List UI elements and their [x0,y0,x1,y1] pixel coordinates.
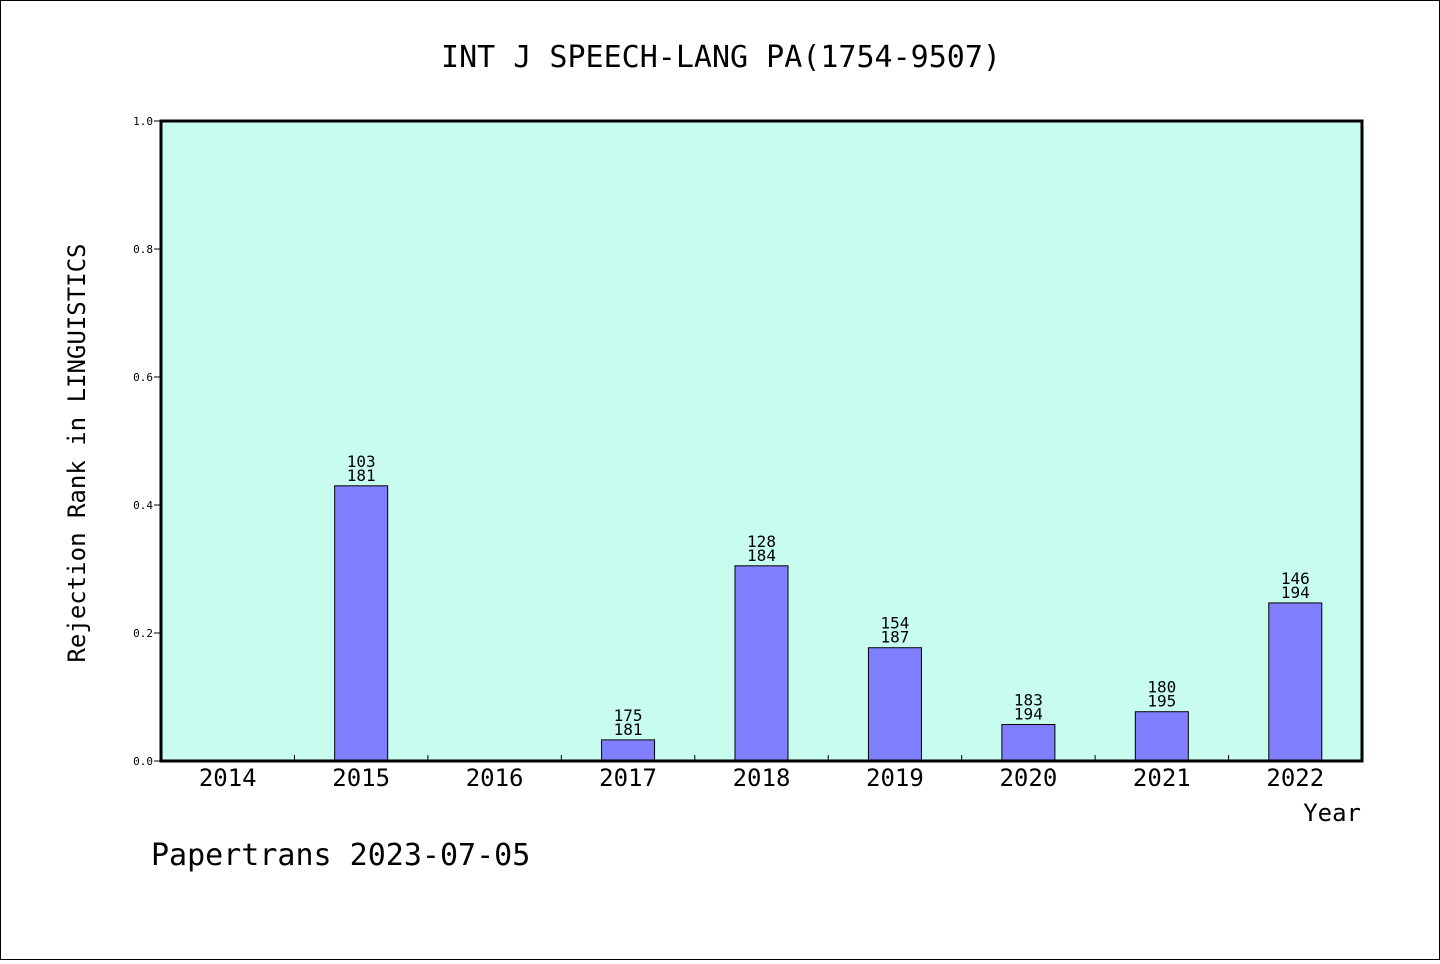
x-tick-label: 2017 [599,764,657,792]
data-label-top: 146 [1281,569,1310,588]
y-tick-label: 0.6 [133,371,153,384]
y-axis-label: Rejection Rank in LINGUISTICS [63,243,91,662]
plot-border [159,119,1364,763]
y-tick-label: 0.2 [133,627,153,640]
data-label-top: 183 [1014,691,1043,710]
x-tick-label: 2015 [332,764,390,792]
data-label-bottom: 181 [347,466,376,485]
bar-2018 [734,565,789,762]
bar-2019 [867,647,922,762]
data-label-top: 103 [347,452,376,471]
y-tick-label: 0.4 [133,499,153,512]
data-label-bottom: 194 [1014,705,1043,724]
x-tick-label: 2014 [199,764,257,792]
x-tick-label: 2018 [733,764,791,792]
data-label-bottom: 181 [614,720,643,739]
bar-2020 [1001,724,1056,762]
data-label-top: 154 [880,614,909,633]
bars-group: 1031811751811281841541871831941801951461… [334,452,1323,762]
bar-2021 [1134,711,1189,762]
footer-text: Papertrans 2023-07-05 [151,838,530,873]
bar-2017 [601,739,656,762]
data-label-bottom: 195 [1147,692,1176,711]
data-label-bottom: 194 [1281,583,1310,602]
data-label-top: 128 [747,532,776,551]
y-tick-label: 0.8 [133,243,153,256]
y-tick-label: 0.0 [133,755,153,768]
x-tick-label: 2016 [466,764,524,792]
bar-2015 [334,485,389,762]
ticks-group: 0.0 0.2 0.4 0.6 0.8 1.0 2014 2015 2016 2017 2018 20… [133,115,1324,792]
x-tick-label: 2022 [1266,764,1324,792]
data-label-top: 180 [1147,678,1176,697]
x-axis-label: Year [1303,799,1361,827]
x-tick-label: 2021 [1133,764,1191,792]
y-tick-label: 1.0 [133,115,153,128]
chart-title: INT J SPEECH-LANG PA(1754-9507) [441,40,1001,75]
x-tick-label: 2019 [866,764,924,792]
data-label-bottom: 184 [747,546,776,565]
bar-2022 [1268,602,1323,762]
data-label-top: 175 [614,706,643,725]
data-label-bottom: 187 [880,628,909,647]
x-tick-label: 2020 [999,764,1057,792]
